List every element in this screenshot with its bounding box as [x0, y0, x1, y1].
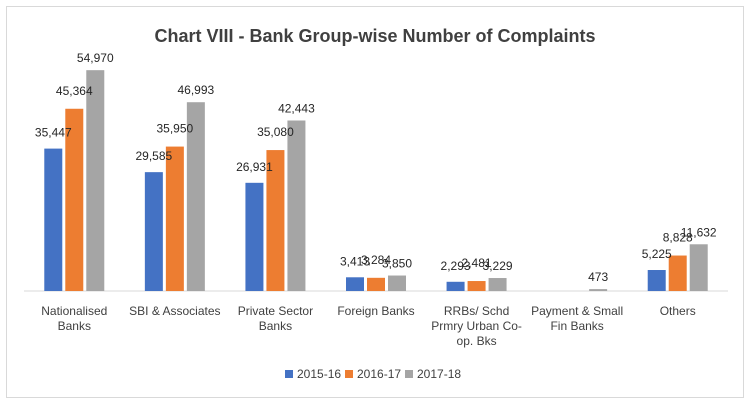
data-label: 3,229 [483, 259, 513, 273]
data-labels-group: 35,447 45,364 54,970 29,585 35,950 46,993 26,9… [35, 51, 717, 284]
chart-title: Chart VIII - Bank Group-wise Number of C… [154, 26, 595, 46]
data-label: 473 [588, 270, 608, 284]
data-label: 11,632 [681, 225, 717, 239]
category-label-3: Foreign Banks [337, 304, 414, 318]
legend-swatch-2015-16 [285, 370, 293, 378]
legend-label-2015-16: 2015-16 [297, 367, 341, 381]
data-label: 45,364 [56, 84, 93, 98]
bar-2015-16-2 [245, 182, 264, 291]
bar-2016-17-3 [367, 277, 385, 291]
bar-2015-16-0 [44, 148, 63, 291]
data-label: 3,850 [382, 257, 412, 271]
bar-2017-18-5 [589, 289, 608, 291]
bar-2017-18-2 [287, 120, 306, 292]
bar-2017-18-1 [186, 102, 205, 291]
bar-2015-16-6 [647, 270, 666, 291]
bar-2016-17-1 [165, 146, 184, 291]
category-label-1: SBI & Associates [129, 304, 220, 318]
chart-frame [6, 6, 744, 398]
bar-2016-17-4 [467, 281, 486, 291]
data-label: 42,443 [278, 101, 315, 115]
bar-2017-18-0 [86, 70, 105, 291]
data-label: 2,481 [462, 256, 492, 270]
legend-swatch-2017-18 [405, 370, 413, 378]
bar-2015-16-4 [446, 281, 465, 291]
bar-2016-17-0 [65, 108, 84, 291]
bar-2017-18-3 [388, 275, 406, 291]
bar-2017-18-6 [689, 244, 708, 291]
data-label: 35,447 [35, 126, 72, 140]
data-label: 2,293 [441, 259, 471, 273]
bars-group [44, 70, 708, 292]
data-label: 35,950 [157, 122, 194, 136]
data-label: 8,828 [663, 231, 693, 245]
data-label: 26,931 [236, 160, 273, 174]
data-label: 54,970 [77, 51, 114, 65]
bar-2015-16-1 [144, 172, 163, 291]
data-label: 46,993 [178, 83, 215, 97]
legend-label-2017-18: 2017-18 [417, 367, 461, 381]
category-label-4: RRBs/ Schd Prmry Urban Co-op. Bks [431, 304, 522, 348]
category-label-0: Nationalised Banks [41, 304, 107, 333]
category-label-2: Private Sector Banks [238, 304, 313, 333]
legend: 2015-16 2016-17 2017-18 [285, 367, 461, 381]
category-label-5: Payment & Small Fin Banks [531, 304, 623, 333]
data-label: 29,585 [136, 149, 173, 163]
data-label: 3,413 [340, 254, 370, 268]
category-labels-group: Nationalised Banks SBI & Associates Private… [41, 304, 695, 348]
data-label: 5,225 [642, 247, 672, 261]
bar-2015-16-3 [346, 277, 364, 291]
data-label: 3,284 [361, 253, 391, 267]
bar-2016-17-2 [266, 150, 285, 291]
legend-label-2016-17: 2016-17 [357, 367, 401, 381]
category-label-6: Others [660, 304, 696, 318]
bar-2017-18-4 [488, 278, 507, 291]
legend-swatch-2016-17 [345, 370, 353, 378]
bar-2016-17-6 [668, 255, 687, 291]
data-label: 35,080 [257, 125, 294, 139]
